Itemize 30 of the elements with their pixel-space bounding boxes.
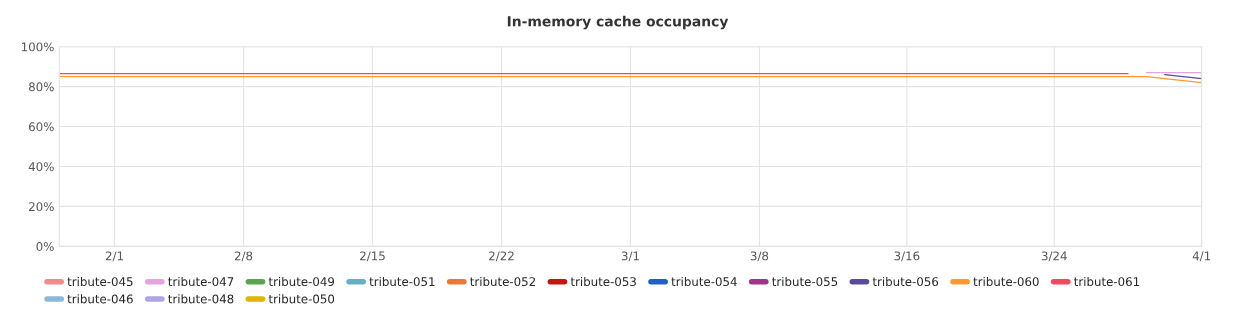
- x-tick-label: 2/22: [489, 251, 514, 262]
- legend-label: tribute-056: [872, 276, 939, 287]
- legend-label: tribute-050: [268, 294, 335, 304]
- y-tick-label: 100%: [21, 42, 54, 52]
- legend-label: tribute-045: [67, 276, 133, 287]
- y-tick-label: 60%: [29, 122, 54, 132]
- legend-label: tribute-051: [369, 276, 435, 287]
- legend-label: tribute-054: [671, 276, 737, 287]
- legend-label: tribute-049: [268, 276, 335, 287]
- legend-label: tribute-046: [67, 294, 133, 304]
- x-tick-label: 4/1: [1192, 251, 1211, 262]
- legend-label: tribute-053: [570, 276, 636, 287]
- y-tick-label: 80%: [28, 82, 54, 92]
- x-tick-label: 3/24: [1041, 251, 1067, 262]
- y-tick-label: 40%: [28, 162, 54, 172]
- legend-label: tribute-048: [168, 294, 234, 304]
- x-tick-label: 3/8: [750, 251, 769, 262]
- legend-label: tribute-060: [973, 276, 1039, 287]
- legend-label: tribute-055: [772, 276, 838, 287]
- legend-label: tribute-052: [470, 276, 535, 287]
- x-tick-label: 2/15: [360, 251, 385, 262]
- x-tick-label: 2/1: [105, 251, 123, 262]
- chart-title: In-memory cache occupancy: [507, 15, 729, 30]
- y-tick-label: 20%: [29, 202, 54, 212]
- x-tick-label: 2/8: [234, 251, 253, 262]
- y-tick-label: 0%: [36, 242, 54, 251]
- legend-label: tribute-061: [1074, 276, 1140, 287]
- x-tick-label: 3/1: [621, 251, 639, 262]
- x-tick-label: 3/16: [894, 251, 920, 262]
- legend-label: tribute-047: [168, 276, 234, 287]
